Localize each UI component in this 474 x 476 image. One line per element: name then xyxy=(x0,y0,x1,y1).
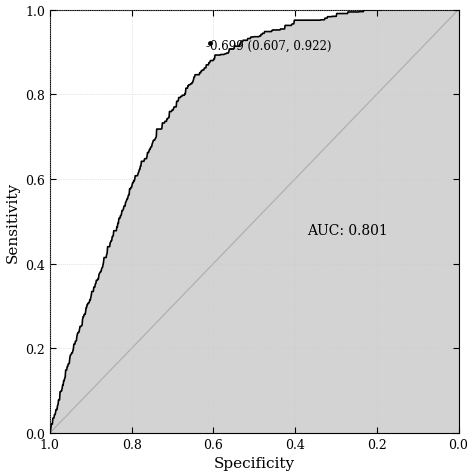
X-axis label: Specificity: Specificity xyxy=(214,456,295,470)
Text: -0.699 (0.607, 0.922): -0.699 (0.607, 0.922) xyxy=(206,40,331,53)
Polygon shape xyxy=(50,10,458,433)
Text: AUC: 0.801: AUC: 0.801 xyxy=(307,224,388,238)
Y-axis label: Sensitivity: Sensitivity xyxy=(6,181,19,262)
